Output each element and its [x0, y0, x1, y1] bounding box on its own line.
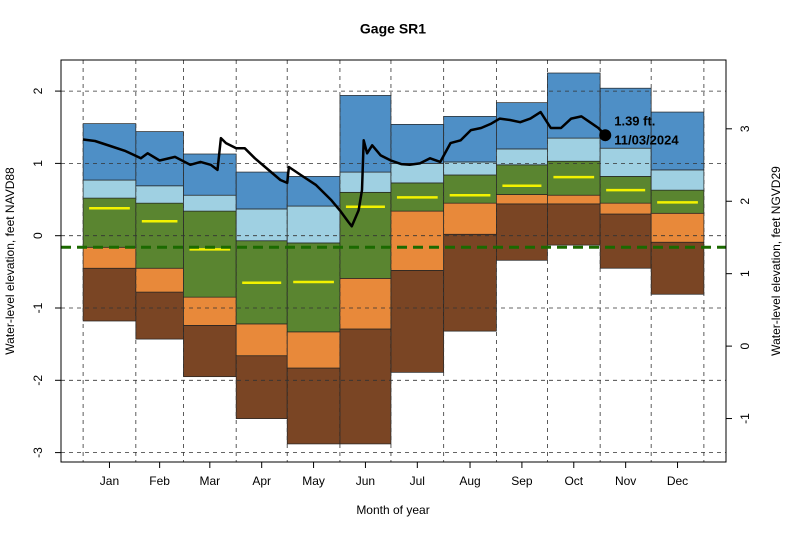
y2-tick-label: -1 [738, 413, 752, 424]
y-tick-label: 2 [31, 87, 45, 94]
x-tick-label: Nov [615, 474, 636, 488]
x-tick-label: Jan [100, 474, 119, 488]
percentile-band [390, 270, 445, 373]
percentile-band [235, 323, 288, 357]
y-tick-label: -3 [31, 447, 45, 458]
y2-axis-label: Water-level elevation, feet NGVD29 [769, 166, 783, 356]
annotation-date: 11/03/2024 [614, 133, 679, 148]
y2-tick-label: 2 [738, 198, 752, 205]
percentile-band [496, 164, 548, 195]
percentile-band [599, 147, 652, 177]
percentile-band [390, 123, 445, 164]
x-tick-label: Jun [356, 474, 375, 488]
percentile-band [183, 194, 237, 212]
percentile-band [496, 148, 548, 166]
percentile-band [183, 210, 237, 298]
percentile-band [443, 161, 497, 176]
percentile-band [183, 153, 237, 196]
percentile-band [135, 131, 184, 187]
y2-tick-label: 3 [738, 125, 752, 132]
y-axis-label: Water-level elevation, feet NAVD88 [3, 167, 17, 355]
percentile-band [496, 203, 548, 261]
percentile-band [183, 324, 237, 378]
percentile-band [443, 116, 497, 163]
percentile-band [135, 291, 184, 340]
percentile-band [547, 203, 601, 246]
x-tick-label: Dec [667, 474, 688, 488]
percentile-band [183, 296, 237, 326]
percentile-band [650, 169, 705, 191]
percentile-band [82, 267, 137, 322]
percentile-band [82, 197, 137, 248]
y-tick-label: -1 [31, 302, 45, 313]
percentile-band [135, 185, 184, 204]
percentile-band [286, 367, 341, 445]
y2-tick-label: 0 [738, 342, 752, 349]
x-tick-label: Aug [459, 474, 480, 488]
x-tick-label: Mar [199, 474, 220, 488]
annotation-value: 1.39 ft. [614, 114, 655, 129]
percentile-band [547, 137, 601, 162]
percentile-band [82, 246, 137, 269]
y2-tick-label: 1 [738, 270, 752, 277]
x-tick-label: Feb [149, 474, 170, 488]
percentile-band [496, 194, 548, 205]
x-axis-label: Month of year [356, 503, 429, 517]
percentile-band [390, 163, 445, 184]
percentile-band [135, 267, 184, 293]
percentile-band [235, 171, 288, 210]
plot-frame [60, 59, 727, 463]
percentile-band [286, 242, 341, 333]
x-tick-label: May [302, 474, 325, 488]
percentile-band [82, 179, 137, 199]
percentile-band [650, 111, 705, 171]
percentile-band [286, 205, 341, 244]
percentile-band [339, 95, 392, 173]
percentile-band [235, 355, 288, 419]
x-tick-label: Sep [511, 474, 533, 488]
y-tick-label: -2 [31, 375, 45, 386]
percentile-band [599, 202, 652, 215]
x-tick-label: Apr [252, 474, 271, 488]
percentile-band [599, 213, 652, 269]
percentile-band [339, 171, 392, 193]
percentile-band [443, 174, 497, 204]
percentile-band [339, 278, 392, 330]
percentile-band [650, 212, 705, 243]
percentile-band [390, 210, 445, 271]
x-tick-label: Oct [564, 474, 583, 488]
x-tick-label: Jul [410, 474, 425, 488]
percentile-band [443, 202, 497, 235]
percentile-band [650, 241, 705, 295]
percentile-band [547, 194, 601, 205]
percentile-band [496, 102, 548, 150]
y-tick-label: 0 [31, 232, 45, 239]
percentile-band [443, 233, 497, 332]
percentile-band [339, 328, 392, 445]
record-line [82, 110, 607, 228]
record-last-point [599, 129, 612, 142]
y-tick-label: 1 [31, 160, 45, 167]
percentile-band [286, 331, 341, 369]
chart-title: Gage SR1 [360, 21, 426, 37]
